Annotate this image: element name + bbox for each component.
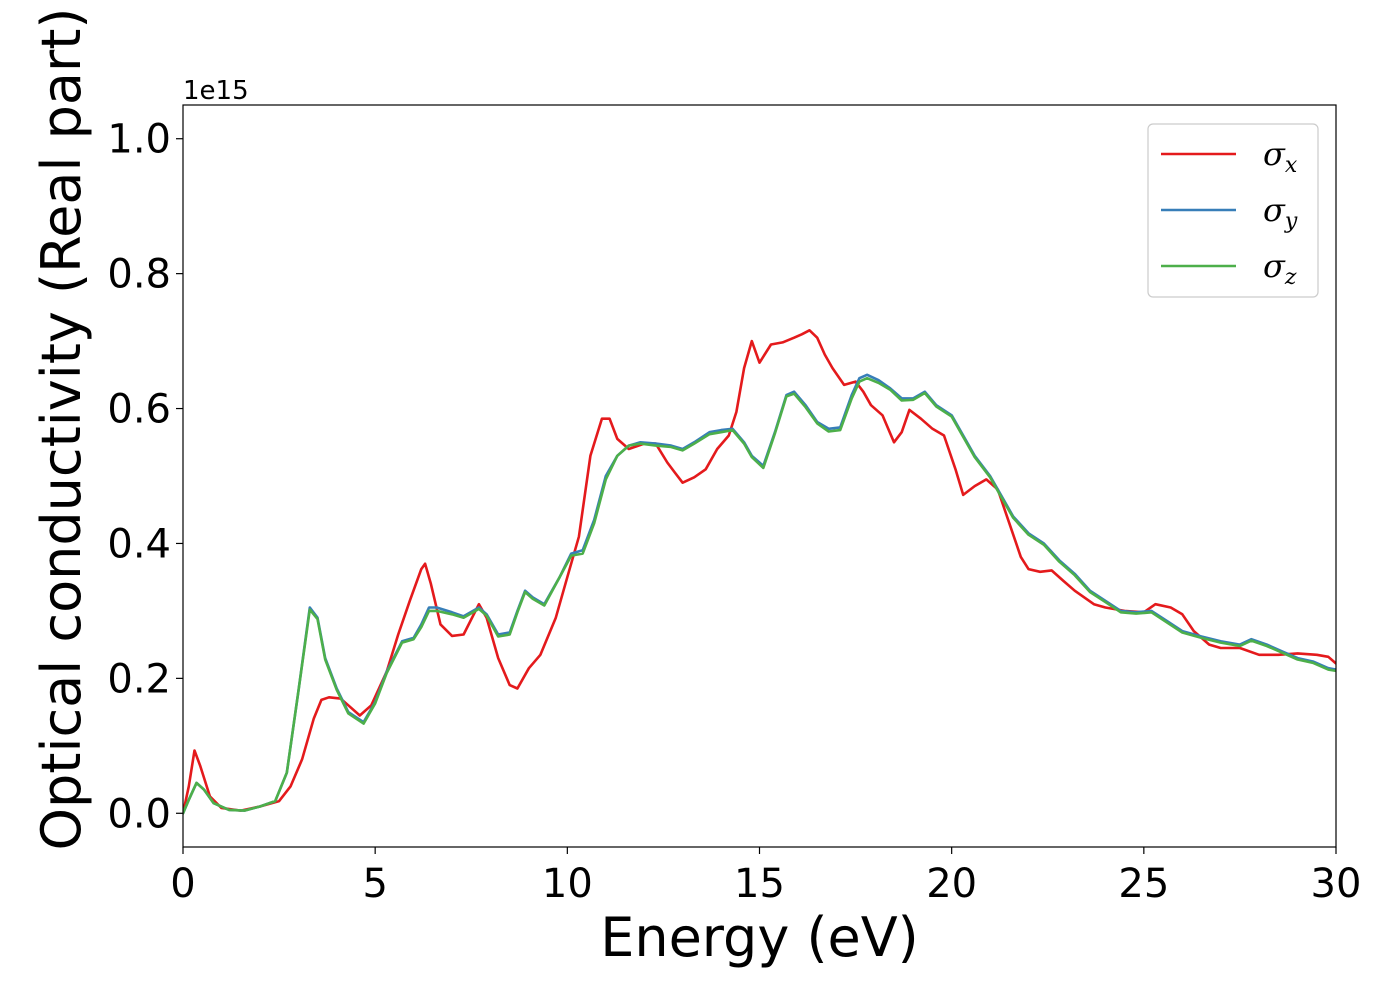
x-tick-label: 5 xyxy=(362,861,387,907)
series-line-y xyxy=(183,373,1336,815)
y-axis-ticks: 0.0 0.2 0.4 0.6 0.8 1.0 xyxy=(107,117,183,837)
x-tick-label: 15 xyxy=(734,861,785,907)
y-axis-label: Optical conductivity (Real part) xyxy=(30,8,93,851)
x-axis-ticks: 0 5 10 15 20 25 30 xyxy=(170,847,1361,907)
y-tick-label: 0.2 xyxy=(107,656,171,702)
x-tick-label: 10 xyxy=(542,861,593,907)
x-axis-label: Energy (eV) xyxy=(600,906,919,969)
y-offset-label: 1e15 xyxy=(183,76,249,106)
series-line-x xyxy=(183,329,1336,815)
legend-label-x: σx xyxy=(1263,135,1298,178)
x-tick-label: 30 xyxy=(1311,861,1362,907)
x-tick-label: 25 xyxy=(1118,861,1169,907)
legend: σx σy σz xyxy=(1147,123,1319,298)
y-tick-label: 1.0 xyxy=(107,117,171,163)
y-tick-label: 0.6 xyxy=(107,387,171,433)
y-tick-label: 0.4 xyxy=(107,521,171,567)
series-line-z xyxy=(183,376,1336,815)
y-tick-label: 0.8 xyxy=(107,252,171,298)
x-tick-label: 20 xyxy=(926,861,977,907)
legend-label-y: σy xyxy=(1263,191,1298,234)
series-layer xyxy=(183,329,1336,815)
y-tick-label: 0.0 xyxy=(107,791,171,837)
legend-label-z: σz xyxy=(1263,247,1297,290)
x-tick-label: 0 xyxy=(170,861,195,907)
